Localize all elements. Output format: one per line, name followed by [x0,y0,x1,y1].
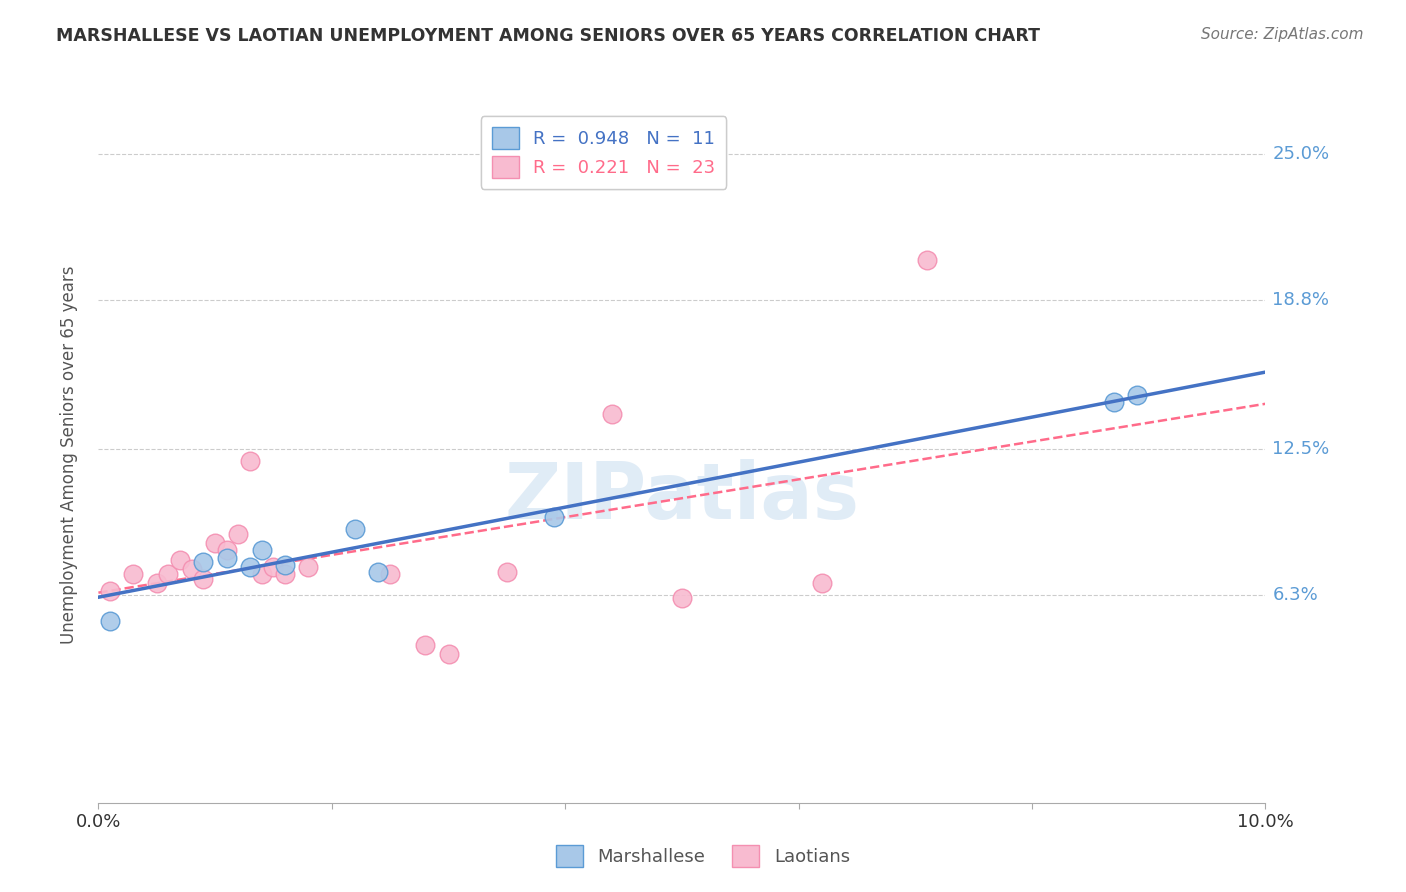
Text: 12.5%: 12.5% [1272,440,1330,458]
Point [1102,395,1125,409]
Text: 6.3%: 6.3% [1272,586,1319,604]
Legend: Marshallese, Laotians: Marshallese, Laotians [548,838,858,874]
Point [98,583,121,598]
Point [274,567,297,582]
Text: 25.0%: 25.0% [1272,145,1330,163]
Point [811,576,834,591]
Point [239,454,262,468]
Point [495,565,517,579]
Point [193,572,215,586]
Point [600,407,623,421]
Point [228,527,250,541]
Point [915,253,938,268]
Point [437,647,460,661]
Point [344,522,367,536]
Point [122,567,145,582]
Point [543,510,565,524]
Point [367,565,389,579]
Text: ZIPatlas: ZIPatlas [505,458,859,534]
Point [193,555,215,569]
Point [671,591,693,605]
Point [215,543,238,558]
Point [204,536,226,550]
Text: Source: ZipAtlas.com: Source: ZipAtlas.com [1201,27,1364,42]
Point [169,553,191,567]
Point [1126,388,1149,402]
Point [274,558,297,572]
Point [413,638,436,652]
Point [250,567,273,582]
Point [250,543,273,558]
Legend: R =  0.948   N =  11, R =  0.221   N =  23: R = 0.948 N = 11, R = 0.221 N = 23 [481,116,727,189]
Point [262,560,284,574]
Point [98,614,121,628]
Point [157,567,180,582]
Point [215,550,238,565]
Text: MARSHALLESE VS LAOTIAN UNEMPLOYMENT AMONG SENIORS OVER 65 YEARS CORRELATION CHAR: MARSHALLESE VS LAOTIAN UNEMPLOYMENT AMON… [56,27,1040,45]
Point [297,560,319,574]
Point [180,562,202,576]
Point [146,576,169,591]
Y-axis label: Unemployment Among Seniors over 65 years: Unemployment Among Seniors over 65 years [59,266,77,644]
Point [239,560,262,574]
Point [378,567,402,582]
Text: 18.8%: 18.8% [1272,292,1330,310]
